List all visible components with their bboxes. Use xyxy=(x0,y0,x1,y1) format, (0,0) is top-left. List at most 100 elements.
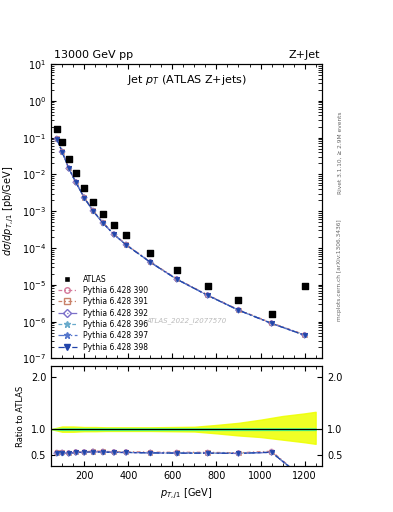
Point xyxy=(147,258,153,266)
Point xyxy=(235,296,242,304)
Point xyxy=(73,448,79,456)
Point xyxy=(73,178,79,186)
Point xyxy=(123,241,129,249)
Point xyxy=(123,447,129,456)
Point xyxy=(268,448,275,456)
Text: Jet $p_T$ (ATLAS Z+jets): Jet $p_T$ (ATLAS Z+jets) xyxy=(127,73,246,87)
Point xyxy=(174,275,180,283)
Point xyxy=(90,206,96,215)
Point xyxy=(147,449,153,457)
Point xyxy=(301,475,308,483)
Legend: ATLAS, Pythia 6.428 390, Pythia 6.428 391, Pythia 6.428 392, Pythia 6.428 396, P: ATLAS, Pythia 6.428 390, Pythia 6.428 39… xyxy=(58,275,148,352)
Point xyxy=(90,206,96,215)
X-axis label: $p_{T,j1}$ [GeV]: $p_{T,j1}$ [GeV] xyxy=(160,486,213,501)
Point xyxy=(73,448,79,456)
Point xyxy=(90,447,96,456)
Point xyxy=(54,134,60,142)
Point xyxy=(100,219,106,227)
Point xyxy=(73,178,79,186)
Point xyxy=(235,306,242,314)
Point xyxy=(100,219,106,227)
Point xyxy=(54,449,60,457)
Point xyxy=(204,448,211,456)
Point xyxy=(66,164,72,173)
Point xyxy=(268,447,275,456)
Point xyxy=(59,448,65,456)
Point xyxy=(73,178,79,186)
Point xyxy=(301,331,308,339)
Point xyxy=(59,147,65,156)
Point xyxy=(111,221,117,229)
Point xyxy=(204,291,211,300)
Point xyxy=(147,258,153,266)
Point xyxy=(111,230,117,239)
Point xyxy=(268,448,275,456)
Point xyxy=(147,449,153,457)
Point xyxy=(66,449,72,457)
Point xyxy=(204,291,211,299)
Point xyxy=(174,275,180,283)
Point xyxy=(81,194,87,202)
Point xyxy=(268,449,275,457)
Point xyxy=(100,448,106,456)
Point xyxy=(54,449,60,457)
Point xyxy=(301,331,308,339)
Point xyxy=(59,147,65,156)
Point xyxy=(66,164,72,172)
Point xyxy=(301,331,308,339)
Point xyxy=(66,164,72,173)
Text: Rivet 3.1.10, ≥ 2.9M events: Rivet 3.1.10, ≥ 2.9M events xyxy=(338,111,342,194)
Point xyxy=(301,475,308,483)
Point xyxy=(123,231,129,240)
Point xyxy=(147,248,153,257)
Point xyxy=(147,449,153,457)
Point xyxy=(123,241,129,249)
Point xyxy=(73,449,79,457)
Point xyxy=(235,450,242,458)
Point xyxy=(204,449,211,457)
Point xyxy=(235,306,242,314)
Point xyxy=(301,331,308,339)
Point xyxy=(66,449,72,457)
Point xyxy=(54,125,60,133)
Point xyxy=(54,135,60,143)
Point xyxy=(100,447,106,456)
Point xyxy=(204,449,211,457)
Point xyxy=(100,219,106,227)
Point xyxy=(90,198,96,206)
Point xyxy=(81,449,87,457)
Point xyxy=(81,194,87,202)
Point xyxy=(268,319,275,327)
Point xyxy=(235,306,242,314)
Point xyxy=(59,449,65,457)
Point xyxy=(268,448,275,456)
Point xyxy=(81,193,87,201)
Point xyxy=(301,283,308,291)
Point xyxy=(59,448,65,456)
Point xyxy=(123,240,129,248)
Point xyxy=(123,449,129,457)
Point xyxy=(90,447,96,455)
Point xyxy=(204,291,211,299)
Point xyxy=(54,448,60,456)
Point xyxy=(268,447,275,455)
Point xyxy=(147,258,153,266)
Point xyxy=(59,147,65,156)
Point xyxy=(268,319,275,328)
Point xyxy=(54,135,60,143)
Point xyxy=(268,310,275,318)
Point xyxy=(59,449,65,457)
Point xyxy=(235,449,242,457)
Point xyxy=(73,169,79,177)
Text: Z+Jet: Z+Jet xyxy=(288,50,320,59)
Point xyxy=(54,449,60,457)
Point xyxy=(90,447,96,455)
Point xyxy=(111,230,117,239)
Point xyxy=(268,319,275,327)
Point xyxy=(147,258,153,266)
Point xyxy=(111,447,117,456)
Point xyxy=(100,219,106,227)
Point xyxy=(100,448,106,456)
Point xyxy=(81,449,87,457)
Point xyxy=(174,275,180,283)
